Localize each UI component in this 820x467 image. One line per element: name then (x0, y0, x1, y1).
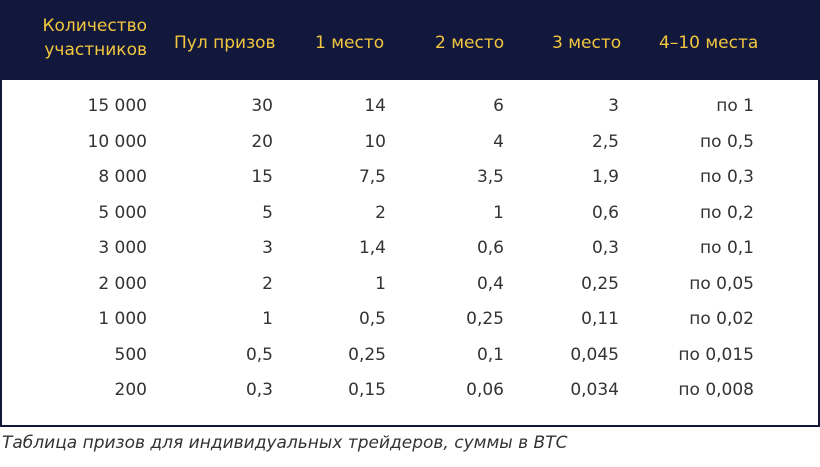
header-place-3: 3 место (552, 33, 622, 53)
cell-places-4-10: по 0,2 (700, 202, 754, 223)
cell-place-2: 1 (493, 202, 504, 223)
cell-places-4-10: по 0,1 (700, 238, 754, 258)
table-row: 2 000 2 1 0,4 0,25 по 0,05 (2, 266, 818, 302)
cell-place-3: 2,5 (591, 131, 619, 152)
cell-place-2: 3,5 (476, 167, 504, 187)
cell-place-3: 0,034 (570, 380, 619, 400)
header-participants-line2: участников (44, 40, 147, 60)
cell-prize-pool: 15 (251, 167, 273, 187)
table-row: 500 0,5 0,25 0,1 0,045 по 0,015 (2, 337, 818, 373)
table-header: Количество участников Пул призов 1 место… (2, 2, 818, 80)
cell-participants: 8 000 (98, 167, 147, 187)
cell-prize-pool: 0,3 (245, 380, 273, 400)
cell-place-3: 0,6 (591, 202, 619, 223)
cell-prize-pool: 30 (251, 96, 273, 116)
cell-participants: 2 000 (98, 273, 147, 294)
cell-place-1: 10 (364, 131, 386, 152)
cell-place-1: 2 (375, 202, 386, 223)
cell-place-1: 0,5 (358, 309, 386, 329)
table-row: 1 000 1 0,5 0,25 0,11 по 0,02 (2, 301, 818, 337)
header-place-2: 2 место (435, 33, 505, 53)
cell-place-2: 0,6 (476, 238, 504, 258)
table-row: 5 000 5 2 1 0,6 по 0,2 (2, 195, 818, 231)
cell-place-3: 3 (608, 96, 619, 116)
header-participants-line1: Количество (42, 16, 147, 36)
cell-place-2: 0,06 (466, 380, 504, 400)
cell-place-1: 0,25 (348, 344, 386, 365)
cell-prize-pool: 1 (262, 309, 273, 329)
cell-place-2: 4 (493, 131, 504, 152)
table-row: 3 000 3 1,4 0,6 0,3 по 0,1 (2, 230, 818, 266)
header-place-1: 1 место (315, 33, 385, 53)
table-row: 15 000 30 14 6 3 по 1 (2, 88, 818, 124)
cell-place-1: 1,4 (358, 238, 386, 258)
cell-place-2: 0,25 (466, 309, 504, 329)
cell-place-3: 0,045 (570, 344, 619, 365)
cell-place-3: 1,9 (591, 167, 619, 187)
cell-prize-pool: 2 (262, 273, 273, 294)
cell-places-4-10: по 0,008 (678, 380, 754, 400)
cell-places-4-10: по 0,3 (700, 167, 754, 187)
cell-participants: 5 000 (98, 202, 147, 223)
cell-places-4-10: по 1 (716, 96, 754, 116)
cell-places-4-10: по 0,5 (700, 131, 754, 152)
cell-place-2: 0,4 (476, 273, 504, 294)
cell-place-3: 0,25 (581, 273, 619, 294)
prize-table: Количество участников Пул призов 1 место… (0, 0, 820, 427)
cell-participants: 500 (114, 344, 147, 365)
cell-participants: 15 000 (87, 96, 147, 116)
header-prize-pool: Пул призов (174, 33, 276, 53)
cell-places-4-10: по 0,05 (689, 273, 754, 294)
cell-prize-pool: 20 (251, 131, 273, 152)
cell-place-3: 0,3 (591, 238, 619, 258)
cell-prize-pool: 3 (262, 238, 273, 258)
cell-participants: 10 000 (87, 131, 147, 152)
table-caption: Таблица призов для индивидуальных трейде… (2, 433, 568, 453)
cell-prize-pool: 0,5 (245, 344, 273, 365)
header-places-4-10: 4–10 места (659, 33, 759, 53)
cell-participants: 3 000 (98, 238, 147, 258)
cell-place-2: 0,1 (476, 344, 504, 365)
cell-places-4-10: по 0,015 (678, 344, 754, 365)
cell-places-4-10: по 0,02 (689, 309, 754, 329)
cell-prize-pool: 5 (262, 202, 273, 223)
cell-place-2: 6 (493, 96, 504, 116)
header-participants: Количество участников (22, 14, 147, 62)
cell-participants: 1 000 (98, 309, 147, 329)
table-row: 8 000 15 7,5 3,5 1,9 по 0,3 (2, 159, 818, 195)
cell-place-1: 7,5 (358, 167, 386, 187)
cell-place-1: 14 (364, 96, 386, 116)
cell-place-1: 1 (375, 273, 386, 294)
cell-place-3: 0,11 (581, 309, 619, 329)
cell-place-1: 0,15 (348, 380, 386, 400)
table-row: 200 0,3 0,15 0,06 0,034 по 0,008 (2, 372, 818, 408)
cell-participants: 200 (114, 380, 147, 400)
table-row: 10 000 20 10 4 2,5 по 0,5 (2, 124, 818, 160)
